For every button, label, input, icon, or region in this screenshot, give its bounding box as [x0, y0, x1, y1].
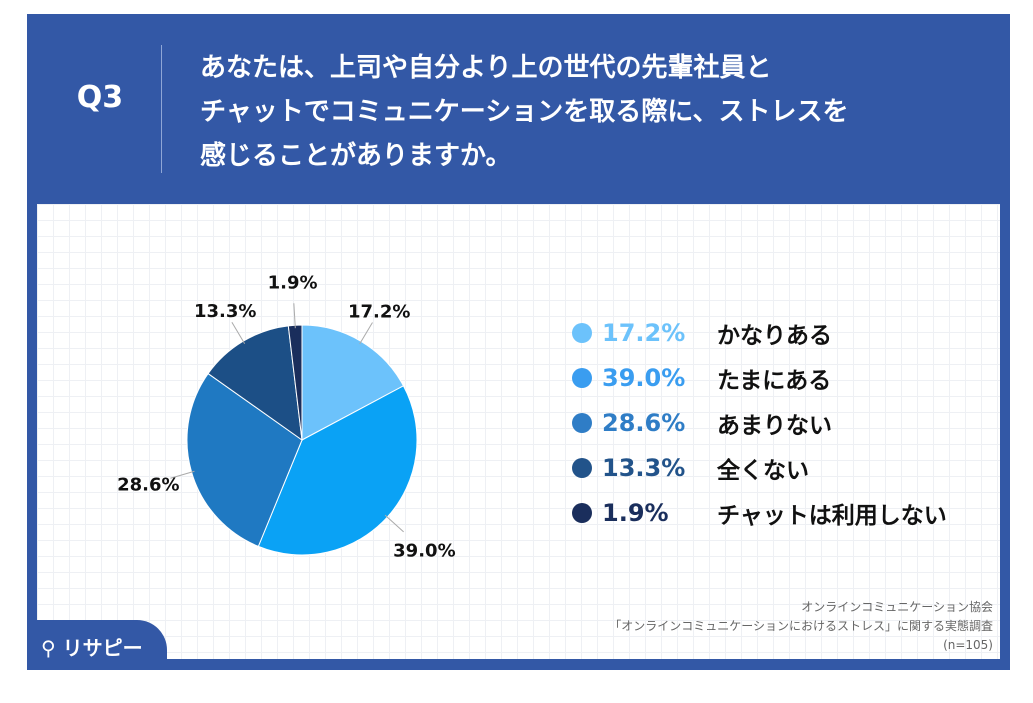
source-note: オンラインコミュニケーション協会 「オンラインコミュニケーションにおけるストレス… [609, 598, 993, 655]
legend-swatch [572, 502, 592, 523]
source-survey: 「オンラインコミュニケーションにおけるストレス」に関する実態調査 [609, 619, 993, 633]
legend-value: 17.2% [602, 318, 686, 347]
leader-line [384, 514, 404, 533]
legend-item: 28.6% あまりない [572, 400, 947, 445]
legend: 17.2% かなりある 39.0% たまにある 28.6% あまりない 13.3% 全くない 1… [572, 310, 947, 535]
legend-label: かなりある [717, 322, 832, 349]
legend-value: 13.3% [602, 453, 686, 482]
legend-value: 28.6% [602, 408, 686, 437]
leader-line [170, 470, 195, 479]
legend-label: 全くない [717, 457, 809, 484]
source-org: オンラインコミュニケーション協会 [801, 600, 993, 614]
data-label: 28.6% [117, 475, 179, 496]
leader-line [359, 322, 373, 345]
legend-item: 1.9% チャットは利用しない [572, 490, 947, 535]
data-label: 13.3% [194, 301, 256, 322]
question-title: あなたは、上司や自分より上の世代の先輩社員と チャットでコミュニケーションを取る… [200, 53, 849, 171]
legend-label: たまにある [717, 367, 832, 394]
legend-swatch [572, 322, 592, 343]
leader-line [293, 303, 296, 329]
sample-size: (n=105) [943, 638, 993, 652]
legend-value: 39.0% [602, 363, 686, 392]
legend-value: 1.9% [602, 498, 669, 527]
legend-swatch [572, 457, 592, 478]
legend-item: 39.0% たまにある [572, 355, 947, 400]
divider [161, 45, 162, 173]
question-number: Q3 [76, 80, 124, 115]
legend-swatch [572, 367, 592, 388]
legend-label: あまりない [717, 412, 832, 439]
data-label: 17.2% [348, 301, 410, 322]
logo: ⚲ リサピー [27, 620, 167, 670]
data-label: 1.9% [268, 272, 318, 293]
legend-item: 13.3% 全くない [572, 445, 947, 490]
logo-text: ⚲ リサピー [41, 636, 143, 660]
legend-item: 17.2% かなりある [572, 310, 947, 355]
leader-line [231, 322, 246, 345]
legend-label: チャットは利用しない [717, 502, 947, 529]
data-label: 39.0% [393, 541, 455, 562]
legend-swatch [572, 412, 592, 433]
